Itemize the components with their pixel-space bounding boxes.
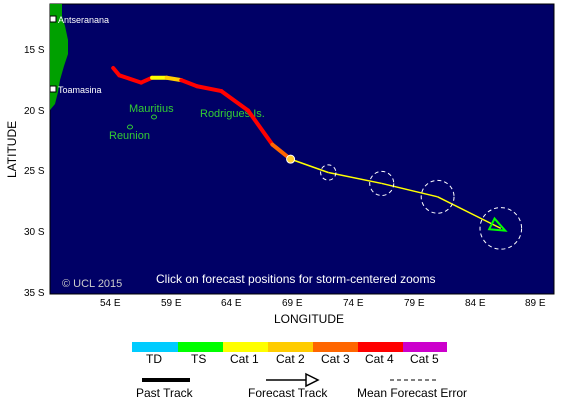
legend-label-cat5: Cat 5 xyxy=(410,352,439,366)
y-tick-30: 30 S xyxy=(24,227,45,238)
legend-color-td xyxy=(132,342,178,352)
legend-color-ts xyxy=(178,342,223,352)
past-track-segment xyxy=(195,84,224,94)
x-tick-79: 79 E xyxy=(404,298,425,309)
legend-label-cat2: Cat 2 xyxy=(276,352,305,366)
forecast-track-segment xyxy=(381,182,438,198)
forecast-track-segment xyxy=(437,196,502,230)
x-tick-59: 59 E xyxy=(161,298,182,309)
copyright-text: © UCL 2015 xyxy=(62,278,122,290)
past-track-label: Past Track xyxy=(136,386,193,400)
toamasina-marker xyxy=(49,85,57,93)
reunion-island xyxy=(127,124,133,130)
y-tick-15: 15 S xyxy=(24,45,45,56)
legend-color-cat1 xyxy=(223,342,268,352)
past-track-segment xyxy=(164,75,184,83)
legend-label-cat1: Cat 1 xyxy=(230,352,259,366)
reunion-label: Reunion xyxy=(109,130,150,142)
forecast-track-segment xyxy=(290,158,329,174)
x-tick-89: 89 E xyxy=(525,298,546,309)
forecast-track-segment xyxy=(328,171,382,185)
toamasina-label: Toamasina xyxy=(58,85,102,95)
ocean-background xyxy=(49,3,555,295)
legend-label-td: TD xyxy=(146,352,162,366)
past-track-segment xyxy=(117,73,144,85)
antseranana-label: Antseranana xyxy=(58,15,109,25)
forecast-error-circle[interactable] xyxy=(320,164,337,181)
legend-label-ts: TS xyxy=(191,352,207,366)
current-position-marker xyxy=(286,154,296,164)
mauritius-island xyxy=(151,114,157,120)
instruction-text: Click on forecast positions for storm-ce… xyxy=(156,272,435,286)
y-axis-label: LATITUDE xyxy=(5,120,19,178)
antseranana-marker xyxy=(49,15,57,23)
y-tick-35: 35 S xyxy=(24,288,45,299)
forecast-error-circle[interactable] xyxy=(479,207,523,250)
forecast-error-circle[interactable] xyxy=(369,170,395,196)
x-tick-84: 84 E xyxy=(465,298,486,309)
arrow-head-icon xyxy=(305,372,320,388)
forecast-track-label: Forecast Track xyxy=(248,386,328,400)
y-tick-25: 25 S xyxy=(24,166,45,177)
past-track-segment xyxy=(219,89,251,113)
legend-color-cat2 xyxy=(268,342,313,352)
x-tick-64: 64 E xyxy=(221,298,242,309)
legend-color-cat4 xyxy=(358,342,403,352)
mauritius-label: Mauritius xyxy=(129,103,174,115)
legend-label-cat4: Cat 4 xyxy=(365,352,394,366)
forecast-error-circle[interactable] xyxy=(420,179,455,214)
past-track-segment xyxy=(179,78,200,89)
past-track-segment xyxy=(246,108,275,147)
madagascar-landmass xyxy=(50,4,68,110)
legend-label-cat3: Cat 3 xyxy=(321,352,350,366)
error-label: Mean Forecast Error xyxy=(357,386,468,400)
legend-color-cat5 xyxy=(403,342,447,352)
y-tick-20: 20 S xyxy=(24,106,45,117)
legend-color-cat3 xyxy=(313,342,358,352)
x-tick-54: 54 E xyxy=(100,298,121,309)
track-layer[interactable] xyxy=(111,66,523,250)
line-key xyxy=(142,372,438,388)
x-tick-69: 69 E xyxy=(282,298,303,309)
x-tick-74: 74 E xyxy=(343,298,364,309)
forecast-arrow-icon xyxy=(487,216,508,232)
x-axis-label: LONGITUDE xyxy=(274,312,345,326)
